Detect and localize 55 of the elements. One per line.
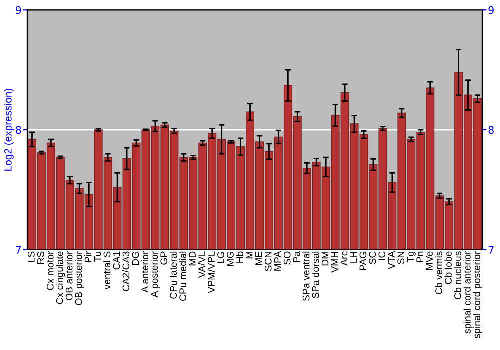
- x-tick-label: M: [246, 252, 253, 259]
- x-tick-label: SPa dorsal: [312, 252, 320, 298]
- x-tick-label: SPa ventral: [302, 252, 310, 302]
- x-tick-label: Cx cingulate: [56, 252, 66, 304]
- x-tick-label: CA2/CA3: [122, 252, 130, 292]
- y-tick-label: 7: [16, 246, 22, 254]
- x-tick-label: ventral S: [104, 252, 111, 290]
- x-tick-label: Pa: [293, 251, 300, 262]
- x-tick-label: PAG: [360, 252, 367, 270]
- y2-tick-label: 9: [488, 6, 494, 14]
- x-tick-label: VTA: [388, 251, 395, 270]
- y-tick-label: 8: [16, 126, 22, 134]
- x-tick-label: spinal cord posterior: [473, 251, 482, 339]
- x-tick-label: DM: [322, 252, 329, 266]
- x-tick-label: MPA: [274, 251, 282, 271]
- x-tick-label: MD: [189, 252, 196, 266]
- x-tick-label: IC: [378, 252, 386, 260]
- x-tick-label: A anterior: [141, 251, 149, 293]
- x-tick-label: SC: [369, 252, 376, 264]
- y-axis-title: Log2 (expression): [4, 88, 14, 171]
- x-tick-label: MVe: [426, 252, 433, 270]
- x-tick-label: Cb vermis: [435, 252, 442, 295]
- x-tick-label: Pir: [84, 251, 92, 262]
- x-tick-label: Cx motor: [46, 251, 54, 290]
- x-tick-label: LG: [218, 252, 224, 264]
- x-tick-label: Hb: [236, 252, 244, 263]
- x-tick-label: DG: [132, 252, 140, 266]
- x-tick-label: LH: [350, 252, 358, 263]
- x-tick-label: Pn: [416, 252, 424, 262]
- x-tick-label: CPu lateral: [170, 252, 178, 299]
- x-tick-label: SCN: [264, 252, 272, 272]
- y2-tick-label: 7: [488, 246, 494, 254]
- x-tick-label: RS: [37, 252, 44, 264]
- x-tick-label: CA1: [113, 252, 120, 270]
- x-tick-label: spinal cord anterior: [464, 251, 473, 334]
- x-tick-label: SN: [398, 252, 405, 264]
- x-tick-label: GP: [160, 252, 168, 265]
- x-tick-label: OB posterior: [75, 251, 84, 306]
- y2-tick-label: 8: [488, 126, 494, 134]
- x-tick-label: Cb nucleus: [454, 252, 462, 300]
- x-tick-label: Tg: [407, 252, 416, 262]
- x-tick-label: CPu medial: [179, 252, 187, 302]
- x-tick-label: A posterior: [150, 251, 160, 298]
- y-tick-label: 9: [16, 6, 22, 14]
- x-tick-label: VA/VL: [198, 252, 206, 278]
- x-tick-label: LS: [28, 252, 35, 262]
- x-tick-label: Cb lobe: [444, 252, 452, 284]
- x-tick-label: SO: [284, 252, 291, 265]
- x-tick-label: ME: [256, 252, 262, 266]
- x-tick-label: OB anterior: [66, 251, 73, 301]
- x-tick-label: Tu: [94, 252, 102, 262]
- x-tick-label: Arc: [340, 252, 348, 266]
- x-tick-label: VMH: [331, 252, 338, 273]
- x-tick-label: VPM/VPL: [208, 252, 215, 294]
- x-tick-label: MG: [227, 252, 234, 266]
